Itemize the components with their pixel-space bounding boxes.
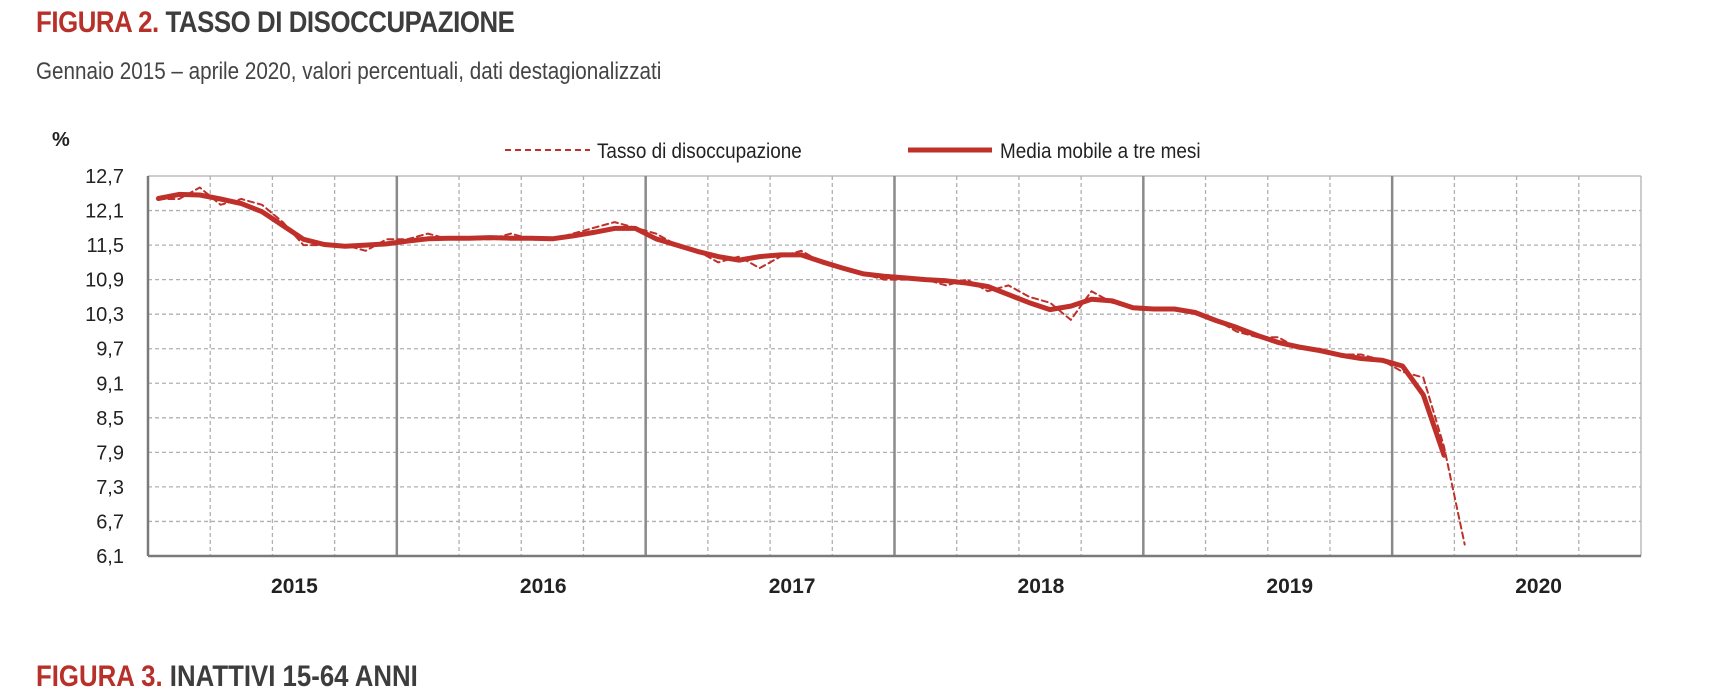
y-tick-label: 7,3 bbox=[96, 477, 124, 499]
x-tick-label: 2017 bbox=[769, 575, 816, 598]
y-tick-label: 6,1 bbox=[96, 546, 124, 568]
y-tick-label: 10,3 bbox=[85, 304, 124, 326]
x-axis-ticks: 2015 2016 2017 2018 2019 2020 bbox=[271, 575, 1562, 598]
y-tick-label: 9,7 bbox=[96, 339, 124, 361]
next-figure-title-text: INATTIVI 15-64 ANNI bbox=[170, 660, 418, 693]
series bbox=[158, 187, 1465, 544]
y-tick-label: 12,1 bbox=[85, 201, 124, 223]
y-tick-label: 12,7 bbox=[85, 166, 124, 188]
grid bbox=[148, 176, 1641, 556]
next-figure-title: FIGURA 3. INATTIVI 15-64 ANNI bbox=[36, 660, 418, 694]
series-line-moving-average bbox=[158, 194, 1444, 455]
y-tick-label: 11,5 bbox=[87, 235, 124, 257]
y-tick-label: 8,5 bbox=[96, 408, 124, 430]
unemployment-chart: 12,7 12,1 11,5 10,9 10,3 9,7 9,1 8,5 7,9 7,3 6,7 6,… bbox=[0, 0, 1715, 675]
y-tick-label: 7,9 bbox=[96, 442, 124, 464]
y-axis-ticks: 12,7 12,1 11,5 10,9 10,3 9,7 9,1 8,5 7,9 7,3 6,7 6,… bbox=[85, 166, 124, 568]
x-tick-label: 2020 bbox=[1515, 575, 1562, 598]
y-tick-label: 9,1 bbox=[96, 373, 124, 395]
x-tick-label: 2019 bbox=[1266, 575, 1313, 598]
y-axis-label: % bbox=[52, 129, 70, 151]
legend-label-rate: Tasso di disoccupazione bbox=[597, 140, 802, 163]
y-tick-label: 6,7 bbox=[96, 511, 124, 533]
x-tick-label: 2015 bbox=[271, 575, 318, 598]
next-figure-label: FIGURA 3. bbox=[36, 660, 163, 693]
x-tick-label: 2016 bbox=[520, 575, 567, 598]
series-line-unemployment-rate bbox=[158, 188, 1464, 545]
legend: Tasso di disoccupazione Media mobile a t… bbox=[505, 140, 1201, 163]
legend-label-moving-average: Media mobile a tre mesi bbox=[1000, 140, 1201, 163]
y-tick-label: 10,9 bbox=[85, 270, 124, 292]
x-tick-label: 2018 bbox=[1018, 575, 1065, 598]
